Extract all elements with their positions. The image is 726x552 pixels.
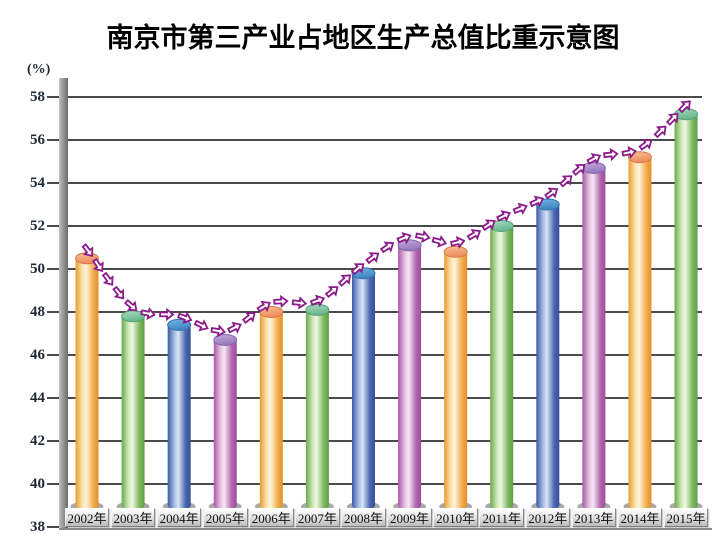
trend-arrow-icon (193, 319, 209, 332)
trend-arrow-icon (431, 234, 448, 248)
trend-arrow-icon (309, 294, 326, 308)
trend-arrow-icon (256, 300, 271, 313)
bar-top-cap (305, 303, 330, 316)
bar-top-cap (627, 151, 652, 164)
trend-arrow-icon (210, 324, 227, 338)
trend-arrow-icon (621, 145, 637, 160)
bar-2014年 (623, 151, 657, 512)
y-tick-label-46: 46 (30, 346, 45, 363)
trend-arrow-icon (481, 219, 496, 232)
x-label-button-2010: 2010年 (433, 508, 478, 527)
trend-arrow-icon (91, 257, 104, 273)
bar-2010年 (439, 245, 473, 512)
trend-arrow-icon (177, 311, 193, 324)
bar-2007年 (300, 303, 334, 512)
trend-arrow-icon (124, 299, 138, 312)
x-label-button-2015: 2015年 (663, 508, 709, 527)
trend-arrow-icon (665, 112, 679, 126)
trend-arrow-icon (529, 195, 545, 208)
bar-top-cap (443, 245, 468, 258)
bar-top-cap (397, 239, 422, 252)
x-label-button-2006: 2006年 (249, 508, 294, 527)
trend-arrow-icon (226, 321, 242, 334)
bar-top-cap (213, 333, 238, 346)
y-tick-label-50: 50 (30, 260, 45, 277)
trend-arrow-icon (379, 241, 395, 254)
trend-arrow-icon (81, 243, 94, 258)
trend-arrow-icon (603, 147, 619, 162)
bar-2005年 (208, 333, 242, 512)
trend-arrow-icon (571, 163, 586, 177)
y-axis-unit-label: (%) (27, 62, 51, 77)
trend-arrow-icon (396, 231, 412, 245)
x-label-button-2012: 2012年 (525, 508, 571, 527)
bar-2012年 (531, 198, 565, 512)
chart-title: 南京市第三产业占地区生产总值比重示意图 (106, 23, 620, 53)
y-tick-label-48: 48 (30, 303, 45, 320)
y-tick-label-52: 52 (30, 217, 45, 234)
trend-arrow-icon (653, 125, 667, 139)
trend-arrow-icon (273, 294, 289, 309)
bar-2008年 (346, 267, 380, 512)
trend-arrow-icon (544, 187, 559, 200)
bar-2011年 (485, 220, 519, 512)
y-tick-label-54: 54 (30, 174, 45, 191)
x-label-button-2005: 2005年 (202, 508, 248, 527)
trend-arrow-icon (677, 100, 691, 114)
trend-arrows (81, 100, 691, 338)
x-label-button-2014: 2014年 (617, 508, 663, 527)
bar-2009年 (393, 239, 427, 512)
bar-top-cap (581, 161, 606, 174)
y-tick-label-56: 56 (30, 131, 45, 148)
y-axis-bar (59, 78, 68, 530)
x-label-button-2003: 2003年 (110, 508, 156, 527)
trend-arrow-icon (350, 263, 365, 276)
y-tick-label-40: 40 (30, 475, 45, 492)
trend-arrow-icon (112, 285, 125, 300)
bar-2013年 (577, 161, 611, 512)
trend-arrow-icon (449, 235, 466, 249)
x-label-button-2009: 2009年 (387, 508, 432, 527)
trend-arrow-icon (638, 138, 653, 151)
x-label-button-2007: 2007年 (295, 508, 340, 527)
trend-arrow-icon (415, 230, 431, 244)
x-label-button-2002: 2002年 (64, 508, 110, 527)
x-label-button-2008: 2008年 (341, 508, 386, 527)
trend-arrow-icon (337, 274, 352, 287)
trend-arrow-icon (559, 175, 573, 188)
trend-arrow-icon (495, 210, 511, 223)
trend-arrow-icon (159, 307, 175, 322)
x-axis-baseline (59, 528, 712, 530)
trend-arrow-icon (586, 153, 602, 165)
y-tick-label-44: 44 (30, 389, 45, 406)
y-tick-label-38: 38 (30, 518, 45, 535)
bar-2002年 (70, 252, 104, 512)
y-tick-label-58: 58 (30, 88, 45, 105)
trend-arrow-icon (324, 286, 339, 299)
trend-arrow-icon (241, 312, 256, 324)
bar-2015年 (669, 108, 703, 512)
x-label-button-2013: 2013年 (571, 508, 617, 527)
trend-arrow-icon (365, 252, 380, 265)
trend-arrow-icon (101, 271, 114, 286)
y-tick-label-42: 42 (30, 432, 45, 449)
trend-arrow-icon (140, 306, 156, 321)
x-label-button-2004: 2004年 (156, 508, 202, 527)
trend-arrow-icon (512, 202, 528, 216)
bar-2004年 (162, 318, 196, 512)
bar-2003年 (116, 310, 150, 512)
x-label-button-2011: 2011年 (479, 508, 524, 527)
trend-arrow-icon (291, 296, 308, 310)
bar-2006年 (254, 306, 288, 512)
trend-arrow-icon (466, 228, 482, 241)
